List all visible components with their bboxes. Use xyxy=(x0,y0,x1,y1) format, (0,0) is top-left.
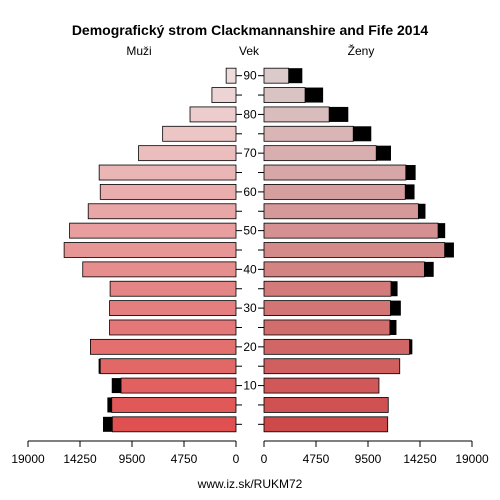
x-tick-label-left: 14250 xyxy=(63,452,97,466)
age-tick-label: 40 xyxy=(243,262,257,276)
x-axis: 19000 19000 14250 14250 9500 9500 4750 4750 0 0 xyxy=(11,440,489,466)
female-bar-75-79 xyxy=(263,125,354,142)
female-bar-55-59 xyxy=(263,203,419,220)
age-tick-label: 80 xyxy=(243,107,257,121)
female-excess-70-74 xyxy=(376,145,391,161)
female-bar-85-89 xyxy=(263,87,306,103)
male-bar-5-9 xyxy=(111,397,237,413)
female-excess-90+ xyxy=(288,68,303,84)
male-bar-35-39 xyxy=(109,280,237,297)
female-bar-70-74 xyxy=(263,145,377,162)
male-bar-40-44 xyxy=(82,261,237,278)
male-bar-25-29 xyxy=(109,319,237,336)
female-excess-80-84 xyxy=(329,106,349,122)
x-tick-label-right: 14250 xyxy=(403,452,437,466)
male-excess-15-19 xyxy=(98,358,101,374)
female-bar-80-84 xyxy=(263,106,330,123)
male-excess-10-14 xyxy=(111,378,122,394)
female-bar-35-39 xyxy=(263,280,392,297)
left-label: Muži xyxy=(126,44,151,58)
x-tick-label-left: 4750 xyxy=(171,452,198,466)
male-excess-5-9 xyxy=(107,397,112,413)
female-excess-30-34 xyxy=(390,300,401,316)
age-tick-label: 70 xyxy=(243,146,257,160)
male-bar-20-24 xyxy=(90,338,237,355)
age-tick-label: 20 xyxy=(243,340,257,354)
male-bar-75-79 xyxy=(162,125,237,142)
age-axis: 10 20 30 40 50 60 70 80 90 xyxy=(236,69,264,425)
female-excess-55-59 xyxy=(418,203,426,219)
male-bar-10-14 xyxy=(120,377,237,394)
x-tick-label-right: 9500 xyxy=(355,452,382,466)
chart-title: Demografický strom Clackmannanshire and … xyxy=(72,22,429,38)
footer-source: www.iz.sk/RUKM72 xyxy=(197,477,303,491)
female-excess-35-39 xyxy=(390,281,398,297)
x-tick-label-left: 0 xyxy=(233,452,240,466)
x-tick-label-right: 19000 xyxy=(455,452,489,466)
female-bar-30-34 xyxy=(263,300,391,317)
female-excess-85-89 xyxy=(305,87,324,103)
female-bar-15-19 xyxy=(263,358,401,375)
male-bar-90+ xyxy=(225,67,237,84)
male-bar-55-59 xyxy=(87,203,237,220)
female-bar-40-44 xyxy=(263,261,425,278)
x-tick-label-left: 19000 xyxy=(11,452,45,466)
male-bar-45-49 xyxy=(63,242,237,258)
age-tick-label: 90 xyxy=(243,69,257,83)
male-bar-15-19 xyxy=(99,358,237,375)
female-excess-50-54 xyxy=(438,223,446,239)
male-bar-30-34 xyxy=(109,300,237,317)
female-bar-90+ xyxy=(263,67,290,84)
x-tick-label-right: 0 xyxy=(261,452,268,466)
female-excess-40-44 xyxy=(424,261,434,277)
male-bar-65-69 xyxy=(98,164,237,181)
female-excess-25-29 xyxy=(389,319,397,335)
age-tick-label: 60 xyxy=(243,185,257,199)
female-excess-20-24 xyxy=(409,339,413,355)
female-bar-65-69 xyxy=(263,164,407,181)
female-bar-5-9 xyxy=(263,397,389,413)
right-label: Ženy xyxy=(348,43,375,58)
female-bar-45-49 xyxy=(263,242,446,258)
age-tick-label: 30 xyxy=(243,301,257,315)
female-excess-65-69 xyxy=(405,165,416,181)
male-bar-85-89 xyxy=(211,87,237,103)
female-bars xyxy=(263,67,454,433)
female-excess-45-49 xyxy=(444,242,454,258)
male-bar-70-74 xyxy=(138,145,237,162)
female-bar-60-64 xyxy=(263,183,406,200)
female-bar-10-14 xyxy=(263,377,380,394)
male-bar-0-4 xyxy=(111,416,237,433)
male-bar-60-64 xyxy=(99,183,237,200)
male-excess-0-4 xyxy=(102,416,113,432)
male-bars xyxy=(63,67,237,433)
female-bar-25-29 xyxy=(263,319,391,336)
female-excess-75-79 xyxy=(353,126,372,142)
female-bar-20-24 xyxy=(263,338,411,355)
age-tick-label: 10 xyxy=(243,379,257,393)
female-bar-50-54 xyxy=(263,222,439,239)
male-bar-80-84 xyxy=(189,106,237,123)
female-excess-60-64 xyxy=(405,184,415,200)
age-tick-label: 50 xyxy=(243,224,257,238)
male-bar-50-54 xyxy=(69,222,237,239)
center-label: Vek xyxy=(239,44,260,58)
x-tick-label-left: 9500 xyxy=(119,452,146,466)
female-bar-0-4 xyxy=(263,416,389,433)
x-tick-label-right: 4750 xyxy=(303,452,330,466)
